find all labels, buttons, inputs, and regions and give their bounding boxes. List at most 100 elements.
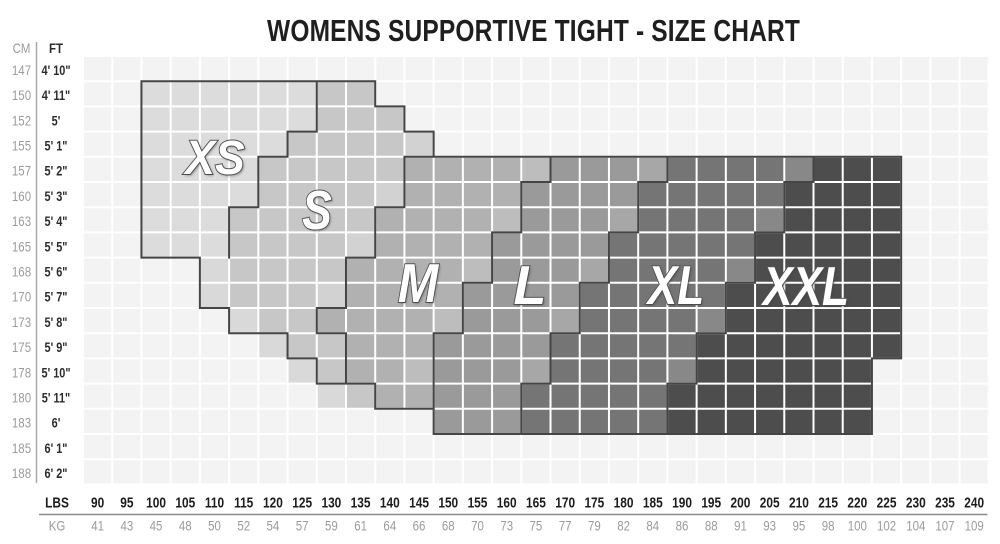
svg-text:107: 107 — [935, 517, 954, 533]
svg-text:220: 220 — [847, 494, 867, 510]
svg-text:190: 190 — [672, 494, 692, 510]
svg-text:168: 168 — [12, 263, 31, 279]
svg-text:CM: CM — [13, 40, 31, 56]
svg-text:77: 77 — [559, 517, 572, 533]
svg-text:165: 165 — [526, 494, 546, 510]
svg-text:68: 68 — [442, 517, 455, 533]
svg-text:61: 61 — [354, 517, 367, 533]
svg-text:5' 8": 5' 8" — [45, 315, 68, 331]
svg-text:4' 10": 4' 10" — [41, 63, 70, 79]
svg-text:173: 173 — [12, 314, 31, 330]
svg-text:4' 11": 4' 11" — [42, 88, 70, 104]
svg-text:5' 3": 5' 3" — [45, 189, 68, 205]
svg-text:73: 73 — [500, 517, 513, 533]
svg-text:160: 160 — [497, 494, 517, 510]
svg-text:105: 105 — [175, 494, 195, 510]
svg-text:235: 235 — [935, 494, 955, 510]
svg-text:54: 54 — [267, 517, 280, 533]
svg-text:215: 215 — [818, 494, 838, 510]
svg-text:79: 79 — [588, 517, 601, 533]
svg-text:170: 170 — [555, 494, 575, 510]
svg-text:45: 45 — [150, 517, 163, 533]
svg-text:120: 120 — [263, 494, 283, 510]
svg-text:6' 1": 6' 1" — [45, 441, 68, 457]
svg-text:86: 86 — [676, 517, 689, 533]
svg-text:140: 140 — [380, 494, 400, 510]
svg-text:59: 59 — [325, 517, 338, 533]
svg-text:5' 4": 5' 4" — [45, 214, 68, 230]
svg-text:5': 5' — [52, 113, 61, 129]
svg-text:130: 130 — [321, 494, 341, 510]
svg-text:75: 75 — [530, 517, 543, 533]
svg-text:48: 48 — [179, 517, 192, 533]
svg-text:95: 95 — [120, 494, 133, 510]
svg-text:183: 183 — [12, 415, 31, 431]
svg-text:91: 91 — [734, 517, 747, 533]
svg-text:102: 102 — [877, 517, 896, 533]
svg-text:145: 145 — [409, 494, 429, 510]
svg-text:5' 1": 5' 1" — [45, 138, 68, 154]
svg-text:240: 240 — [964, 494, 984, 510]
svg-text:165: 165 — [12, 238, 31, 254]
svg-text:41: 41 — [91, 517, 104, 533]
svg-text:95: 95 — [793, 517, 806, 533]
svg-text:6' 2": 6' 2" — [45, 466, 68, 482]
svg-text:50: 50 — [208, 517, 221, 533]
svg-text:6': 6' — [52, 415, 61, 431]
svg-text:88: 88 — [705, 517, 718, 533]
svg-text:KG: KG — [49, 517, 66, 533]
svg-text:57: 57 — [296, 517, 309, 533]
svg-text:125: 125 — [292, 494, 312, 510]
svg-text:5' 6": 5' 6" — [45, 264, 68, 280]
svg-text:90: 90 — [91, 494, 104, 510]
svg-text:5' 2": 5' 2" — [45, 163, 68, 179]
svg-text:195: 195 — [701, 494, 721, 510]
svg-text:82: 82 — [617, 517, 630, 533]
svg-text:178: 178 — [12, 364, 31, 380]
svg-text:5' 5": 5' 5" — [45, 239, 68, 255]
svg-text:155: 155 — [468, 494, 488, 510]
svg-text:147: 147 — [12, 62, 31, 78]
svg-text:185: 185 — [643, 494, 663, 510]
svg-text:180: 180 — [12, 389, 31, 405]
svg-text:152: 152 — [12, 112, 31, 128]
svg-text:66: 66 — [413, 517, 426, 533]
svg-text:200: 200 — [731, 494, 751, 510]
svg-text:185: 185 — [12, 440, 31, 456]
svg-text:155: 155 — [12, 137, 31, 153]
svg-text:150: 150 — [12, 87, 31, 103]
svg-text:110: 110 — [205, 494, 224, 510]
svg-text:5' 10": 5' 10" — [41, 365, 70, 381]
svg-text:FT: FT — [49, 40, 63, 56]
svg-text:225: 225 — [877, 494, 897, 510]
svg-text:43: 43 — [120, 517, 133, 533]
svg-text:160: 160 — [12, 188, 31, 204]
svg-text:205: 205 — [760, 494, 780, 510]
svg-text:52: 52 — [237, 517, 250, 533]
svg-text:5' 7": 5' 7" — [45, 289, 68, 305]
svg-text:98: 98 — [822, 517, 835, 533]
svg-text:115: 115 — [234, 494, 253, 510]
svg-text:188: 188 — [12, 465, 31, 481]
svg-text:175: 175 — [584, 494, 604, 510]
svg-text:100: 100 — [848, 517, 867, 533]
svg-text:84: 84 — [646, 517, 659, 533]
svg-text:150: 150 — [438, 494, 458, 510]
svg-text:180: 180 — [614, 494, 634, 510]
svg-text:170: 170 — [12, 289, 31, 305]
svg-text:210: 210 — [789, 494, 809, 510]
svg-text:100: 100 — [146, 494, 166, 510]
svg-text:5' 11": 5' 11" — [42, 390, 70, 406]
svg-text:104: 104 — [906, 517, 925, 533]
svg-text:LBS: LBS — [45, 494, 69, 510]
svg-text:70: 70 — [471, 517, 484, 533]
svg-text:230: 230 — [906, 494, 926, 510]
svg-text:5' 9": 5' 9" — [45, 340, 68, 356]
svg-text:135: 135 — [351, 494, 371, 510]
svg-text:93: 93 — [763, 517, 776, 533]
svg-text:163: 163 — [12, 213, 31, 229]
svg-text:64: 64 — [383, 517, 396, 533]
svg-text:157: 157 — [12, 163, 31, 179]
svg-text:109: 109 — [965, 517, 984, 533]
svg-text:175: 175 — [12, 339, 31, 355]
